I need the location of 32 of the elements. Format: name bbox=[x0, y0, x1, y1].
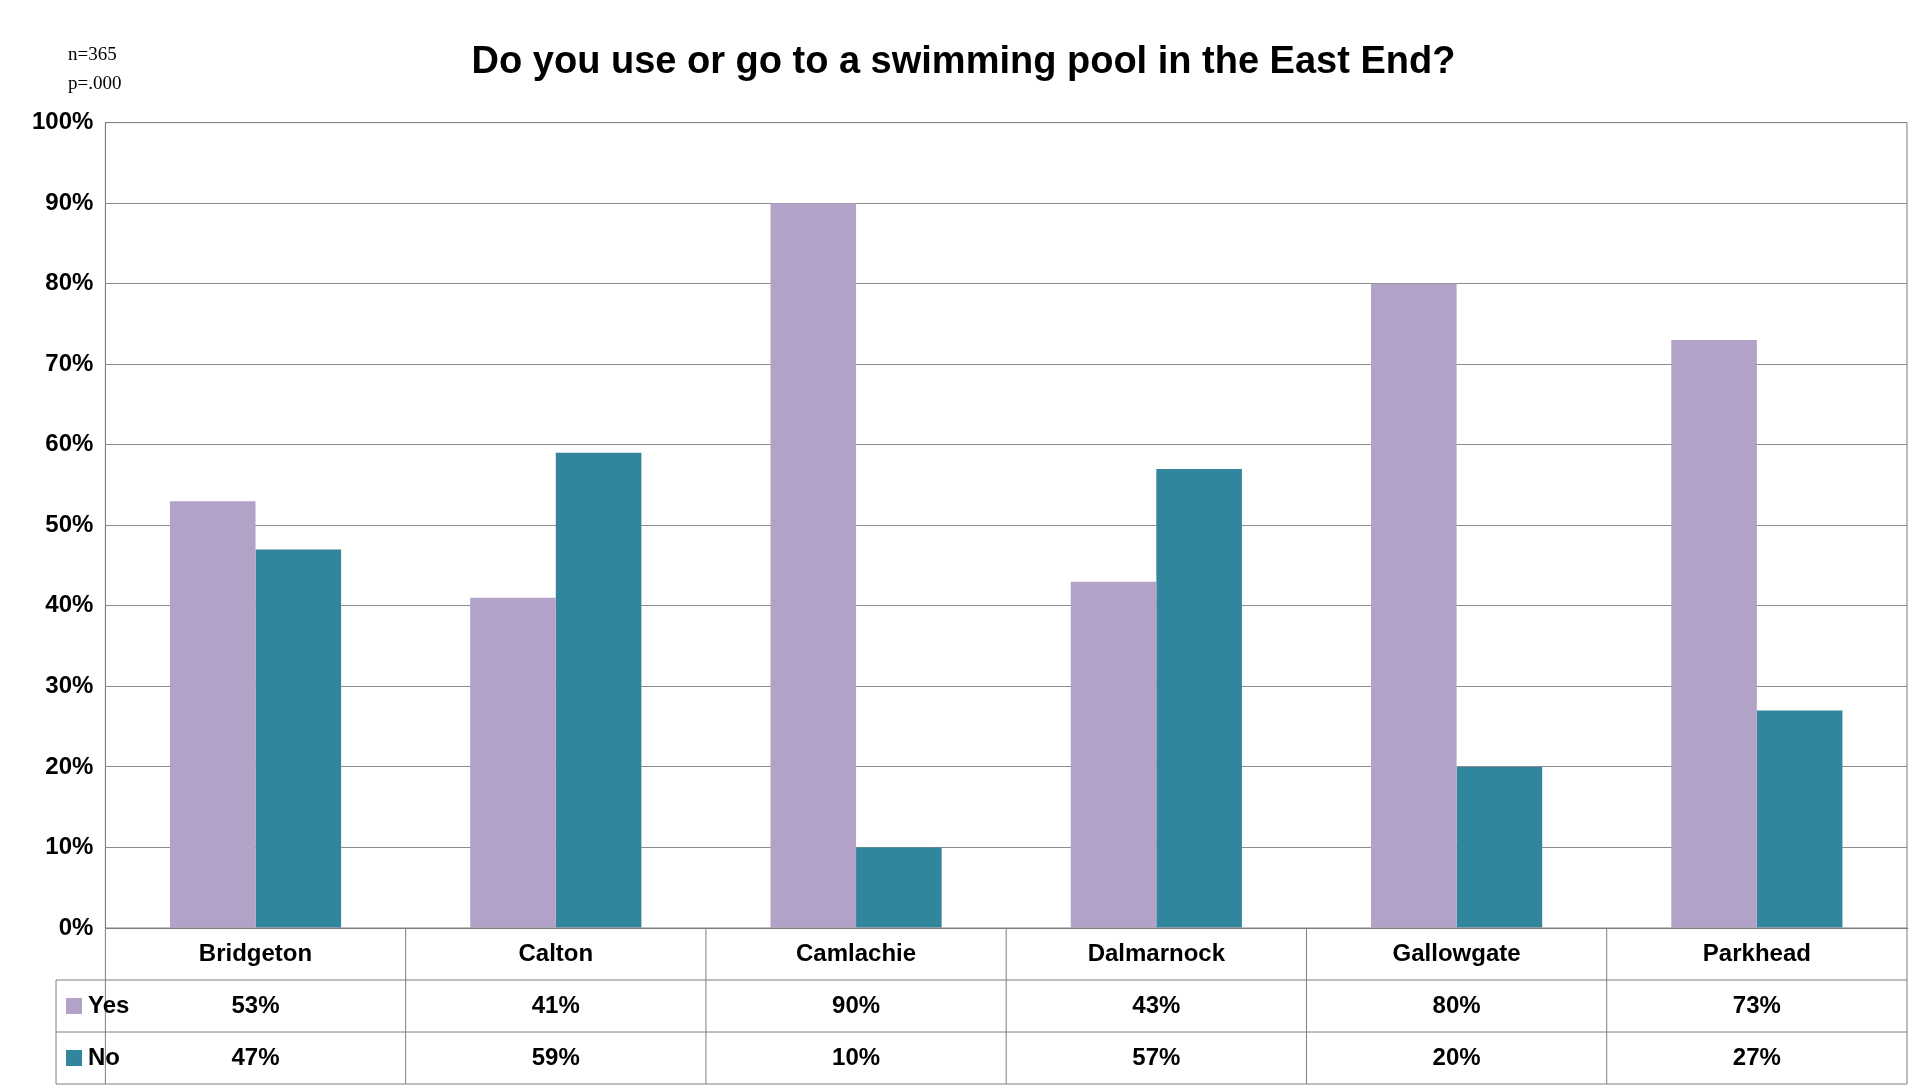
y-tick-label: 30% bbox=[45, 671, 94, 699]
x-tick-label: Dalmarnock bbox=[1087, 938, 1226, 966]
x-tick-label: Parkhead bbox=[1702, 938, 1811, 966]
bar bbox=[1070, 581, 1157, 928]
bar bbox=[1371, 283, 1457, 928]
y-tick-label: 40% bbox=[45, 590, 94, 618]
x-tick-label: Calton bbox=[518, 938, 594, 966]
bar bbox=[1456, 766, 1543, 928]
y-tick-label: 20% bbox=[45, 751, 94, 779]
bar bbox=[255, 549, 342, 928]
y-tick-label: 100% bbox=[31, 107, 94, 135]
bar bbox=[169, 501, 256, 928]
y-tick-label: 80% bbox=[45, 268, 94, 296]
bar bbox=[1756, 710, 1843, 928]
x-tick-label: Gallowgate bbox=[1392, 938, 1521, 966]
bar bbox=[856, 847, 942, 928]
y-tick-label: 0% bbox=[58, 912, 94, 940]
y-tick-label: 60% bbox=[45, 429, 94, 457]
x-tick-label: Camlachie bbox=[796, 938, 917, 966]
bar bbox=[1156, 468, 1242, 928]
text: p=.000 bbox=[68, 71, 122, 93]
chart-title: Do you use or go to a swimming pool in the East End? bbox=[471, 39, 1456, 82]
x-tick-label: Bridgeton bbox=[198, 938, 313, 966]
text: n=365 bbox=[68, 42, 117, 64]
y-tick-label: 70% bbox=[45, 348, 94, 376]
y-tick-label: 50% bbox=[45, 509, 94, 537]
y-tick-label: 90% bbox=[45, 187, 94, 215]
bar bbox=[1671, 340, 1757, 928]
bar bbox=[555, 452, 642, 928]
bar bbox=[770, 203, 857, 928]
y-tick-label: 10% bbox=[45, 832, 94, 860]
bar bbox=[470, 597, 556, 928]
